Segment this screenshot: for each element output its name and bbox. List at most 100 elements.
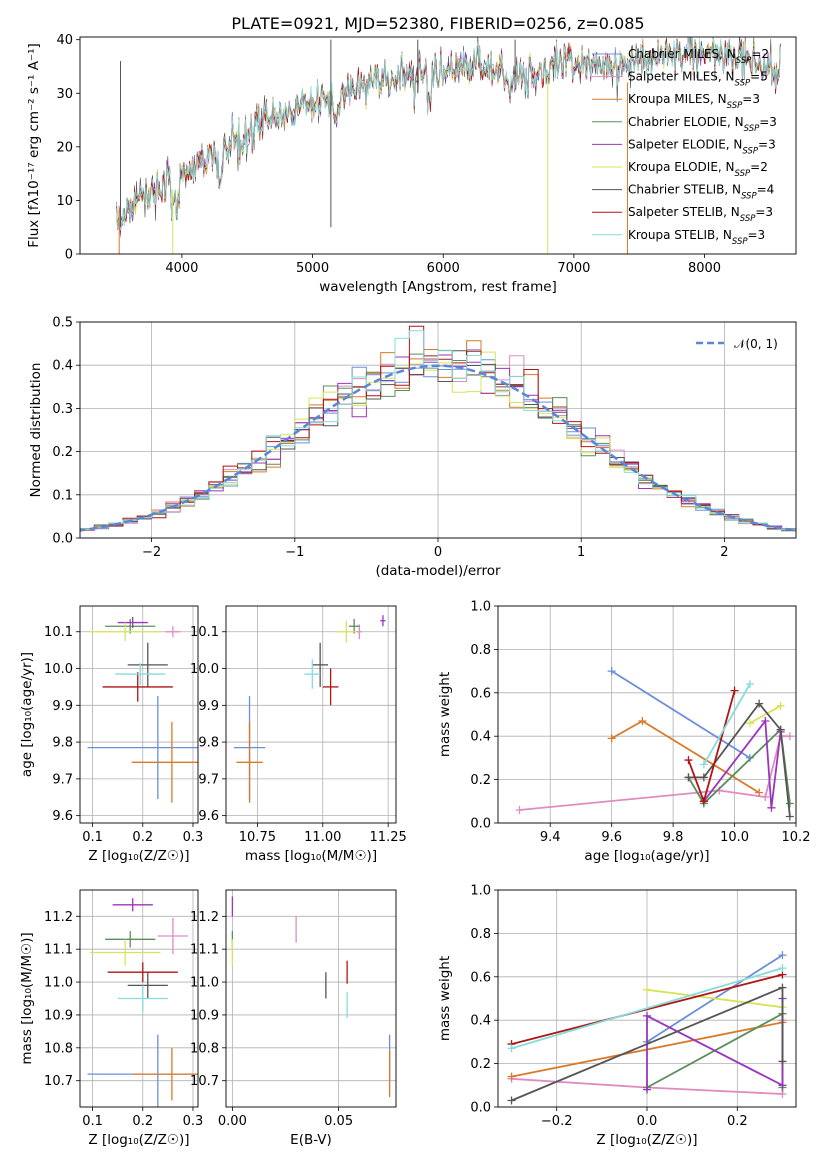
plus-marker (745, 680, 754, 689)
axes-frame (225, 605, 397, 824)
x-tick-label: 0.05 (324, 1114, 353, 1129)
plus-marker (515, 805, 524, 814)
plus-marker (507, 1072, 516, 1081)
plus-marker (745, 719, 754, 728)
residual-legend: 𝒩(0, 1) (696, 337, 778, 351)
data-point-errorbar (131, 1047, 198, 1101)
axes-frame (79, 321, 797, 539)
x-tick-label: 8000 (688, 261, 721, 276)
x-tick-label: 10.75 (239, 830, 276, 845)
plus-marker (507, 1044, 516, 1053)
x-tick-label: −0.2 (541, 1114, 573, 1129)
data-point-errorbar (90, 939, 161, 966)
y-tick-label: 0.0 (52, 532, 73, 547)
data-point-errorbar (117, 985, 168, 1012)
y-tick-label: 10.8 (190, 1041, 219, 1056)
plus-marker (778, 964, 787, 973)
legend-entry: Chabrier STELIB, NSSP=4 (628, 183, 774, 202)
y-tick-label: 0.2 (52, 445, 73, 460)
series-line (703, 683, 751, 765)
plus-marker (778, 1081, 787, 1090)
y-tick-label: 9.9 (198, 699, 219, 714)
plus-marker (684, 773, 693, 782)
x-tick-label: −2 (142, 545, 161, 560)
legend-entry: Chabrier ELODIE, NSSP=3 (628, 115, 777, 134)
plus-marker (778, 951, 787, 960)
plus-marker (507, 1096, 516, 1105)
y-tick-label: 40 (56, 33, 73, 48)
plus-marker (607, 667, 616, 676)
y-axis-label: mass [log₁₀(M/M☉)] (19, 932, 35, 1064)
normal-curve (80, 364, 796, 532)
y-tick-label: 11.1 (190, 943, 219, 958)
plus-marker (638, 717, 647, 726)
plus-marker (776, 701, 785, 710)
y-tick-label: 10.7 (190, 1074, 219, 1089)
panel-mass_vs_Z: 0.1 0.2 0.3 10.7 10.8 10.9 11.0 11.1 11.2 Z [log₁… (19, 889, 204, 1148)
histogram-step (80, 330, 796, 533)
series-line (511, 973, 783, 1045)
y-tick-label: 10.1 (44, 625, 73, 640)
y-tick-label: 0.4 (52, 359, 73, 374)
data-point-errorbar (380, 615, 386, 627)
series-line (749, 705, 782, 724)
series-line (511, 967, 783, 1050)
x-tick-label: 0.0 (637, 1114, 658, 1129)
y-tick-label: 9.9 (52, 699, 73, 714)
x-tick-label: 0.3 (183, 1114, 204, 1129)
data-point-errorbar (115, 663, 166, 686)
plus-marker (785, 732, 794, 741)
panel-mass_vs_ebv: 0.00 0.05 10.7 10.8 10.9 11.0 11.1 11.2 E(B-V) (190, 889, 397, 1148)
plot-area (87, 898, 198, 1107)
y-tick-label: 10.1 (190, 625, 219, 640)
axes-frame (497, 889, 797, 1108)
x-axis-label: Z [log₁₀(Z/Z☉)] (88, 1132, 189, 1148)
y-tick-label: 11.2 (190, 910, 219, 925)
y-tick-label: 9.6 (52, 809, 73, 824)
plus-marker (761, 717, 770, 726)
y-tick-label: 9.7 (52, 772, 73, 787)
y-tick-label: 10 (56, 194, 73, 209)
legend-entry: Kroupa MILES, NSSP=3 (628, 92, 760, 111)
plus-marker (699, 773, 708, 782)
y-axis-label: age [log₁₀(age/yr)] (19, 652, 35, 777)
spectrum-legend: Chabrier MILES, NSSP=2 Salpeter MILES, NS… (592, 47, 777, 247)
y-tick-label: 0.3 (52, 402, 73, 417)
x-axis-label: (data-model)/error (375, 563, 501, 579)
data-point-errorbar (127, 972, 168, 999)
y-tick-label: 10.8 (44, 1041, 73, 1056)
panel-weight_vs_Z: −0.2 0.0 0.2 0.0 0.2 0.4 0.6 0.8 1.0 Z [log₁₀(Z/Z… (437, 884, 797, 1148)
data-point-errorbar (157, 917, 188, 955)
y-tick-label: 0.0 (470, 817, 491, 832)
y-tick-label: 0.4 (470, 730, 491, 745)
y-tick-label: 11.2 (44, 910, 73, 925)
axes-frame (497, 605, 797, 824)
series-line (611, 670, 751, 759)
data-point-errorbar (117, 617, 148, 629)
x-tick-label: 7000 (557, 261, 590, 276)
axes-frame (79, 36, 797, 255)
x-tick-label: 0.3 (183, 830, 204, 845)
plus-marker (643, 1011, 651, 1020)
data-point-errorbar (90, 622, 161, 641)
panel-age_vs_mass: 10.75 11.00 11.25 9.6 9.7 9.8 9.9 10.0 10.1 mass … (190, 605, 407, 864)
series-line (519, 735, 790, 811)
plus-marker (785, 812, 794, 821)
panel-weight_vs_age: 9.4 9.6 9.8 10.0 10.2 0.0 0.2 0.4 0.6 0.8 1.0 age [… (437, 600, 810, 865)
plus-marker (730, 686, 739, 695)
legend-entry: Salpeter MILES, NSSP=5 (628, 70, 768, 89)
x-tick-label: 10.2 (782, 830, 811, 845)
y-tick-label: 10.0 (190, 662, 219, 677)
plus-marker (778, 983, 787, 992)
panel-age_vs_Z: 0.1 0.2 0.3 9.6 9.7 9.8 9.9 10.0 10.1 Z [log₁₀(Z/… (19, 605, 204, 864)
x-tick-label: −1 (285, 545, 304, 560)
y-tick-label: 11.0 (44, 976, 73, 991)
data-point-errorbar (102, 672, 173, 702)
axes-frame (79, 605, 199, 824)
y-tick-label: 0.8 (470, 927, 491, 942)
legend-entry: Chabrier MILES, NSSP=2 (628, 47, 769, 66)
plot-area (80, 325, 796, 533)
plus-marker (643, 985, 651, 994)
y-tick-label: 0.8 (470, 643, 491, 658)
